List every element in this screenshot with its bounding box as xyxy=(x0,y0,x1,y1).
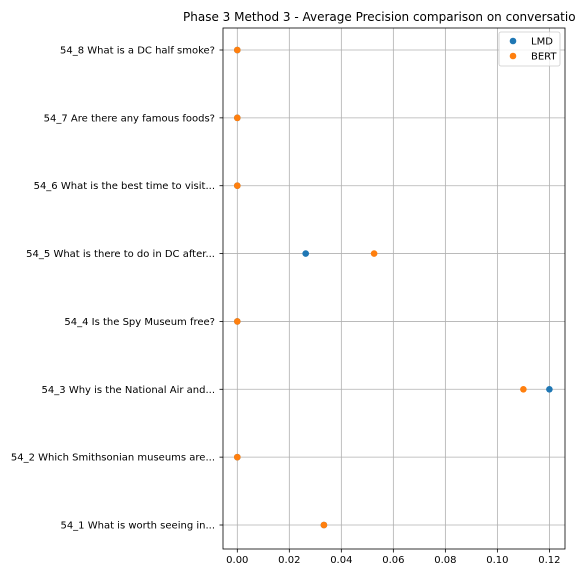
x-tick-label: 0.00 xyxy=(226,555,248,566)
data-point-bert xyxy=(234,46,241,54)
chart-title: Phase 3 Method 3 - Average Precision com… xyxy=(183,10,576,24)
data-point-bert xyxy=(234,114,241,122)
y-tick-label: 54_5 What is there to do in DC after... xyxy=(26,249,215,260)
legend-label: LMD xyxy=(531,37,553,48)
x-tick-label: 0.12 xyxy=(538,555,560,566)
y-tick-label: 54_1 What is worth seeing in... xyxy=(60,521,215,532)
x-tick-label: 0.04 xyxy=(330,555,352,566)
y-tick-label: 54_6 What is the best time to visit... xyxy=(34,181,215,192)
x-tick-label: 0.02 xyxy=(278,555,300,566)
data-point-bert xyxy=(320,521,328,529)
x-axis-ticks: 0.00 0.02 0.04 0.06 0.08 0.10 0.12 xyxy=(226,549,561,566)
data-points xyxy=(234,46,553,529)
data-point-bert xyxy=(520,385,527,393)
x-tick-label: 0.08 xyxy=(434,555,456,566)
y-tick-label: 54_7 Are there any famous foods? xyxy=(44,113,215,124)
legend: LMD BERT xyxy=(498,31,561,67)
legend-marker xyxy=(509,37,517,45)
y-tick-label: 54_8 What is a DC half smoke? xyxy=(60,46,215,57)
y-axis-ticks: 54_1 What is worth seeing in... 54_2 Whic… xyxy=(11,46,223,532)
legend-marker xyxy=(509,52,517,60)
data-point-bert xyxy=(370,250,378,257)
grid-lines xyxy=(223,28,565,549)
data-point-bert xyxy=(234,318,241,325)
data-point-lmd xyxy=(302,250,310,257)
data-point-lmd xyxy=(546,385,553,393)
legend-label: BERT xyxy=(531,52,557,63)
plot-area-frame xyxy=(222,27,566,550)
y-tick-label: 54_2 Which Smithsonian museums are... xyxy=(11,453,215,464)
data-point-bert xyxy=(234,182,241,190)
y-tick-label: 54_3 Why is the National Air and... xyxy=(42,385,215,396)
data-point-bert xyxy=(234,453,241,461)
y-tick-label: 54_4 Is the Spy Museum free? xyxy=(64,317,215,328)
x-tick-label: 0.06 xyxy=(382,555,404,566)
x-tick-label: 0.10 xyxy=(486,555,508,566)
